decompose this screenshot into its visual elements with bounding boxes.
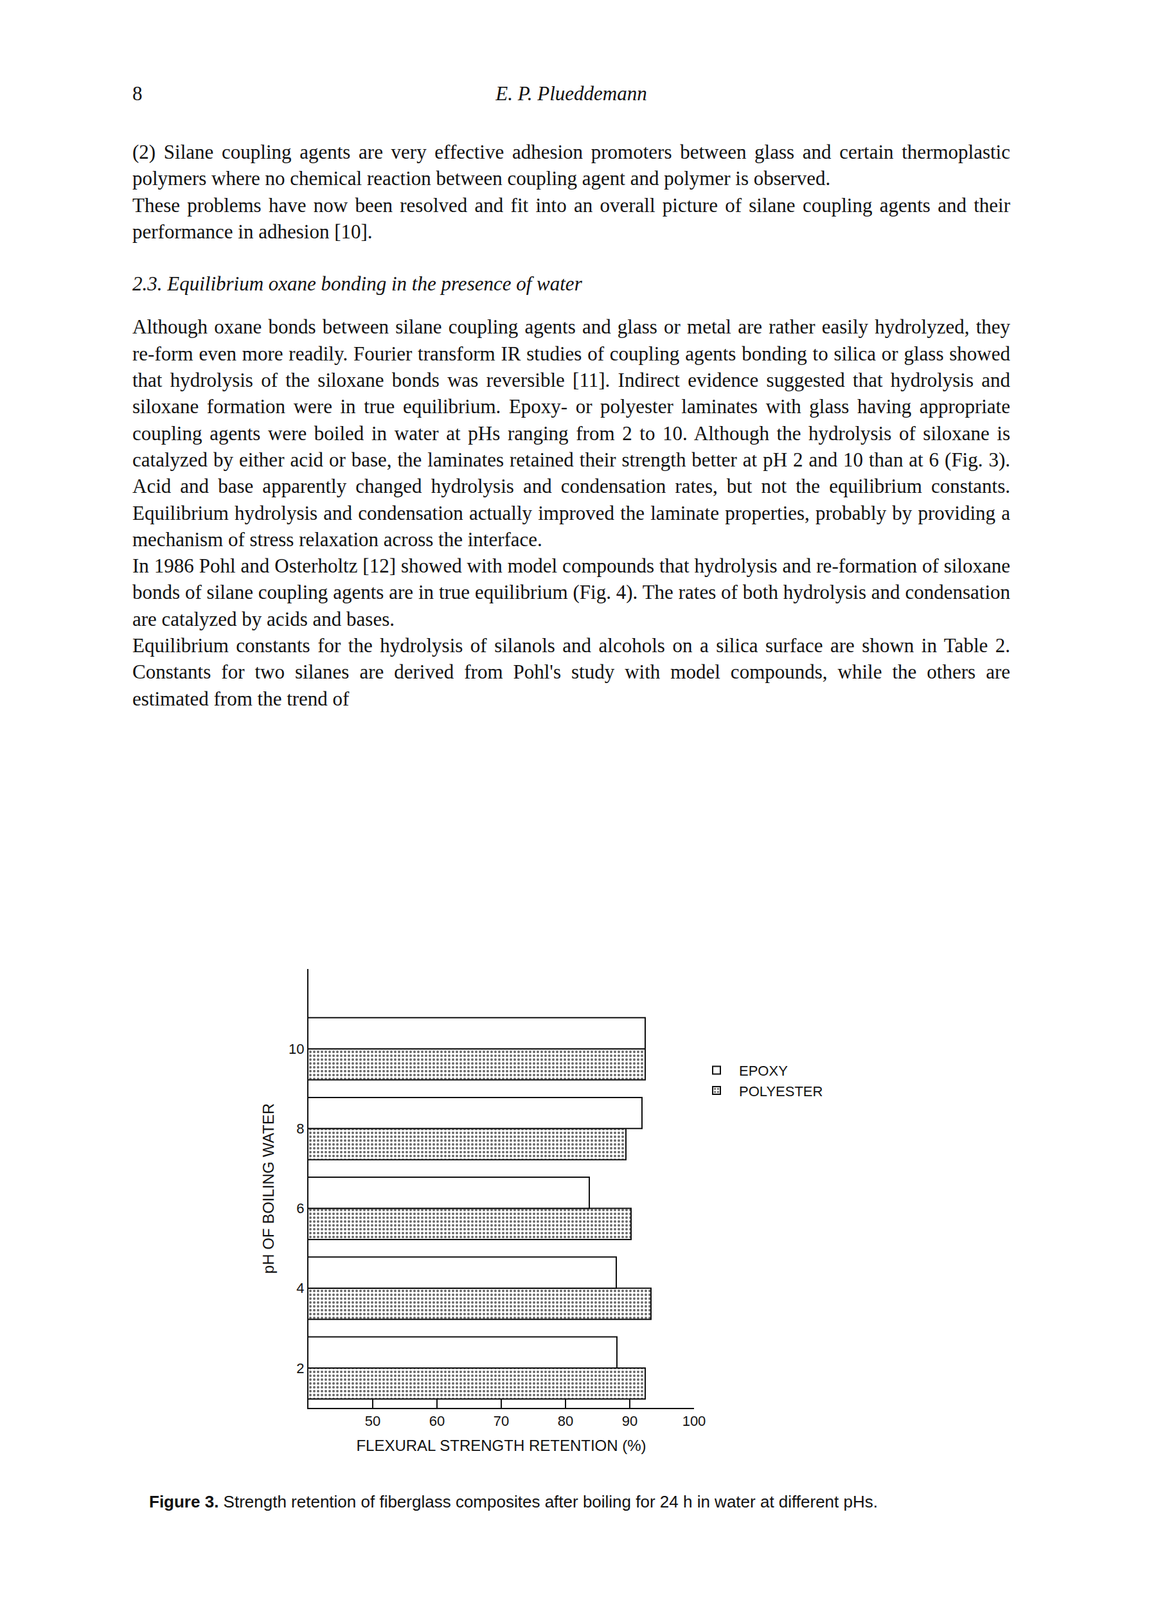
html-text:Figure 3. Strength retention o: Figure 3. Strength retention of fibergla…: [149, 1492, 878, 1512]
html-text:Although oxane bonds between s: Although oxane bonds between silane coup…: [132, 315, 1011, 551]
html-text:In 1986 Pohl and Osterholtz [1: In 1986 Pohl and Osterholtz [12] showed …: [132, 554, 1011, 631]
svg-text:80: 80: [557, 1413, 574, 1430]
html-text:These problems have now been r: These problems have now been resolved an…: [132, 193, 1011, 243]
svg-text:POLYESTER: POLYESTER: [739, 1083, 823, 1100]
svg-text:100: 100: [682, 1413, 707, 1430]
svg-text:6: 6: [296, 1200, 304, 1217]
svg-text:pH OF BOILING WATER: pH OF BOILING WATER: [259, 1103, 277, 1274]
svg-text:10: 10: [288, 1041, 304, 1058]
svg-text:4: 4: [296, 1280, 304, 1297]
html-text:2.3. Equilibrium oxane bonding: 2.3. Equilibrium oxane bonding in the pr…: [132, 272, 583, 296]
svg-text:2: 2: [296, 1360, 304, 1377]
svg-text:90: 90: [622, 1413, 638, 1430]
html-text:E. P. Plueddemann: E. P. Plueddemann: [495, 82, 647, 105]
svg-text:60: 60: [429, 1413, 445, 1430]
html-text:(2) Silane coupling agents are: (2) Silane coupling agents are very effe…: [132, 140, 1011, 190]
svg-text:50: 50: [365, 1413, 381, 1430]
html-text:Equilibrium constants for the: Equilibrium constants for the hydrolysis…: [132, 634, 1011, 710]
svg-text:70: 70: [493, 1413, 509, 1430]
html-text:8: 8: [132, 82, 143, 105]
svg-text:8: 8: [296, 1120, 304, 1137]
svg-text:EPOXY: EPOXY: [739, 1062, 788, 1079]
svg-text:FLEXURAL STRENGTH RETENTION (%: FLEXURAL STRENGTH RETENTION (%): [356, 1436, 646, 1455]
